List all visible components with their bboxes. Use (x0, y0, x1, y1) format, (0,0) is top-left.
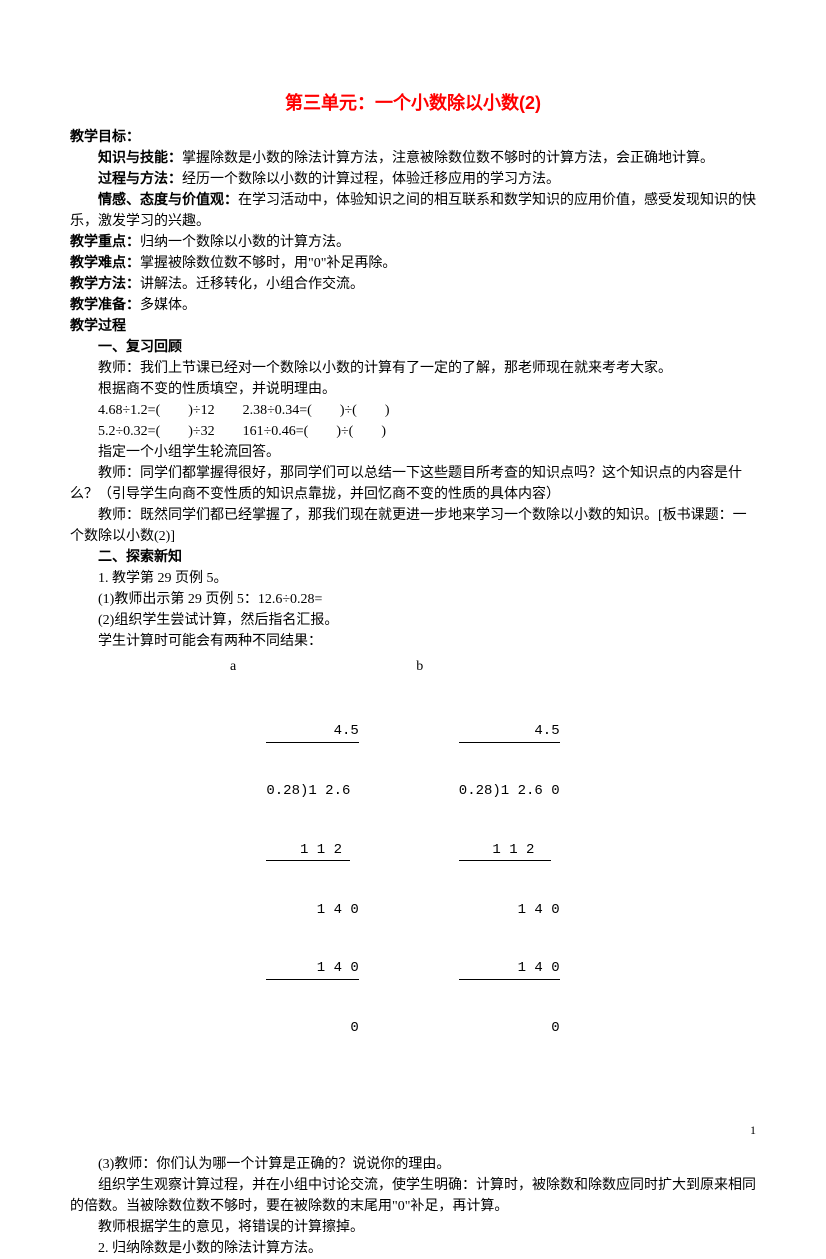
ld-a-quotient: 4.5 (266, 722, 358, 743)
emotion-label: 情感、态度与价值观： (98, 193, 238, 208)
ab-labels: a b (70, 656, 756, 677)
key-text: 归纳一个数除以小数的计算方法。 (140, 235, 350, 250)
knowledge-label: 知识与技能： (98, 151, 182, 166)
emotion-para: 情感、态度与价值观：在学习活动中，体验知识之间的相互联系和数学知识的应用价值，感… (70, 190, 756, 232)
method-heading: 教学方法： (70, 277, 140, 292)
key-heading: 教学重点： (70, 235, 140, 250)
label-a: a (230, 656, 236, 677)
explore-heading-row: 二、探索新知 (70, 547, 756, 568)
long-division-a: 4.5 0.28)1 2.6 1 1 2 1 4 0 1 4 0 0 (266, 683, 358, 1078)
explore-heading: 二、探索新知 (98, 550, 182, 565)
prep-text: 多媒体。 (140, 298, 196, 313)
equation-2: 5.2÷0.32=( )÷32 161÷0.46=( )÷( ) (70, 421, 756, 442)
process-text: 经历一个数除以小数的计算过程，体验迁移应用的学习方法。 (182, 172, 560, 187)
key-row: 教学重点：归纳一个数除以小数的计算方法。 (70, 232, 756, 253)
ld-b-quotient: 4.5 (459, 722, 560, 743)
ld-a-r1: 1 1 2 (266, 841, 358, 862)
ld-b-r3: 1 4 0 (459, 959, 560, 980)
long-division-row: 4.5 0.28)1 2.6 1 1 2 1 4 0 1 4 0 0 4.5 0… (70, 683, 756, 1078)
ld-b-r1: 1 1 2 (459, 841, 560, 862)
goal-heading: 教学目标： (70, 130, 140, 145)
review-text-3: 指定一个小组学生轮流回答。 (70, 442, 756, 463)
label-b: b (416, 656, 423, 677)
difficulty-heading: 教学难点： (70, 256, 140, 271)
after-text-1: (3)教师：你们认为哪一个计算是正确的？说说你的理由。 (70, 1154, 756, 1175)
difficulty-row: 教学难点：掌握被除数位数不够时，用"0"补足再除。 (70, 253, 756, 274)
knowledge-text: 掌握除数是小数的除法计算方法，注意被除数位数不够时的计算方法，会正确地计算。 (182, 151, 714, 166)
prep-row: 教学准备：多媒体。 (70, 295, 756, 316)
page-number: 1 (750, 1121, 756, 1139)
method-text: 讲解法。迁移转化，小组合作交流。 (140, 277, 364, 292)
long-division-b: 4.5 0.28)1 2.6 0 1 1 2 1 4 0 1 4 0 0 (459, 683, 560, 1078)
review-text-5: 教师：既然同学们都已经掌握了，那我们现在就更进一步地来学习一个数除以小数的知识。… (70, 505, 756, 547)
ld-a-r2: 1 4 0 (266, 901, 358, 921)
equation-1: 4.68÷1.2=( )÷12 2.38÷0.34=( )÷( ) (70, 400, 756, 421)
process-heading: 教学过程 (70, 319, 126, 334)
process-label: 过程与方法： (98, 172, 182, 187)
explore-text-3: (2)组织学生尝试计算，然后指名汇报。 (70, 610, 756, 631)
after-text-2: 组织学生观察计算过程，并在小组中讨论交流，使学生明确：计算时，被除数和除数应同时… (70, 1175, 756, 1217)
section-goal: 教学目标： (70, 127, 756, 148)
page-title: 第三单元：一个小数除以小数(2) (70, 90, 756, 117)
prep-heading: 教学准备： (70, 298, 140, 313)
review-text-2: 根据商不变的性质填空，并说明理由。 (70, 379, 756, 400)
review-text-4: 教师：同学们都掌握得很好，那同学们可以总结一下这些题目所考查的知识点吗？这个知识… (70, 463, 756, 505)
ld-b-r4: 0 (459, 1019, 560, 1039)
ld-a-r4: 0 (266, 1019, 358, 1039)
ld-b-divisor: 0.28)1 2.6 0 (459, 782, 560, 802)
explore-text-2: (1)教师出示第 29 页例 5：12.6÷0.28= (70, 589, 756, 610)
after-text-3: 教师根据学生的意见，将错误的计算擦掉。 (70, 1217, 756, 1238)
knowledge-para: 知识与技能：掌握除数是小数的除法计算方法，注意被除数位数不够时的计算方法，会正确… (70, 148, 756, 169)
process-para: 过程与方法：经历一个数除以小数的计算过程，体验迁移应用的学习方法。 (70, 169, 756, 190)
method-row: 教学方法：讲解法。迁移转化，小组合作交流。 (70, 274, 756, 295)
ld-a-divisor: 0.28)1 2.6 (266, 782, 358, 802)
ld-b-r2: 1 4 0 (459, 901, 560, 921)
review-heading-row: 一、复习回顾 (70, 337, 756, 358)
difficulty-text: 掌握被除数位数不够时，用"0"补足再除。 (140, 256, 396, 271)
explore-text-4: 学生计算时可能会有两种不同结果： (70, 631, 756, 652)
after-text-4: 2. 归纳除数是小数的除法计算方法。 (70, 1238, 756, 1259)
explore-text-1: 1. 教学第 29 页例 5。 (70, 568, 756, 589)
review-heading: 一、复习回顾 (98, 340, 182, 355)
process-heading-row: 教学过程 (70, 316, 756, 337)
ld-a-r3: 1 4 0 (266, 959, 358, 980)
vertical-spacer (70, 1084, 756, 1154)
review-text-1: 教师：我们上节课已经对一个数除以小数的计算有了一定的了解，那老师现在就来考考大家… (70, 358, 756, 379)
